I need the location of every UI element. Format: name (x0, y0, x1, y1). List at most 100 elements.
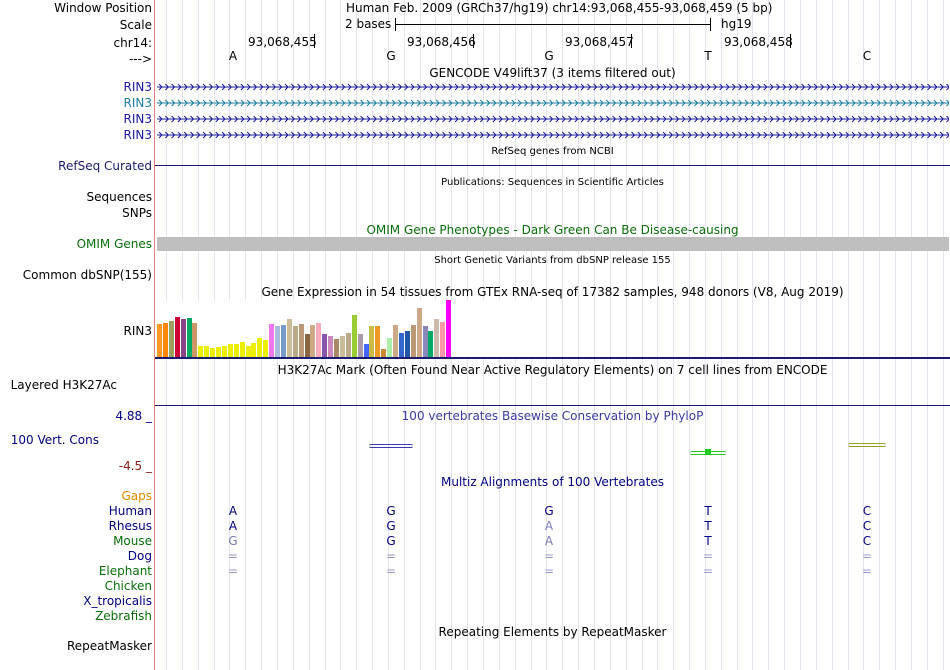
phylop-score-mark[interactable] (848, 443, 886, 447)
gtex-tissue-bar[interactable] (169, 321, 174, 357)
gtex-tissue-bar[interactable] (163, 323, 168, 357)
omim-track-title[interactable]: OMIM Gene Phenotypes - Dark Green Can Be… (366, 223, 739, 237)
dbsnp-label[interactable]: Common dbSNP(155) (22, 268, 152, 282)
gtex-tissue-bar[interactable] (387, 338, 392, 357)
phylop-score-mark[interactable] (369, 444, 413, 448)
gtex-tissue-bar[interactable] (434, 319, 439, 357)
gtex-tissue-bar[interactable] (275, 326, 280, 357)
aligned-base: A (228, 504, 238, 518)
gtex-tissue-bar[interactable] (216, 347, 221, 357)
gaps-label[interactable]: Gaps (121, 489, 152, 503)
gtex-tissue-bar[interactable] (234, 344, 239, 357)
gtex-bar-chart[interactable] (157, 300, 537, 357)
gtex-tissue-bar[interactable] (381, 349, 386, 357)
gtex-tissue-bar[interactable] (192, 323, 197, 357)
repeatmasker-label[interactable]: RepeatMasker (66, 639, 152, 653)
gtex-tissue-bar[interactable] (181, 319, 186, 357)
species-label[interactable]: Rhesus (108, 519, 152, 533)
omim-label[interactable]: OMIM Genes (76, 237, 152, 251)
gtex-tissue-bar[interactable] (328, 336, 333, 357)
gtex-tissue-bar[interactable] (187, 318, 192, 357)
coord-3: 93,068,457 (565, 35, 634, 49)
gtex-tissue-bar[interactable] (423, 326, 428, 357)
gencode-track-title[interactable]: GENCODE V49lift37 (3 items filtered out) (429, 66, 676, 80)
window-position-value[interactable]: Human Feb. 2009 (GRCh37/hg19) chr14:93,0… (346, 1, 773, 15)
gtex-tissue-bar[interactable] (257, 338, 262, 357)
gencode-item-label[interactable]: RIN3 (123, 80, 153, 94)
refseq-label[interactable]: RefSeq Curated (58, 159, 152, 173)
h3k27ac-label[interactable]: Layered H3K27Ac (10, 378, 117, 392)
multiz-track-title[interactable]: Multiz Alignments of 100 Vertebrates (440, 475, 665, 489)
gtex-tissue-bar[interactable] (322, 334, 327, 357)
gtex-tissue-bar[interactable] (364, 344, 369, 357)
publications-label[interactable]: Sequences (86, 190, 152, 204)
phylop-plot[interactable] (157, 424, 949, 464)
species-label[interactable]: Human (108, 504, 152, 518)
species-label[interactable]: X_tropicalis (83, 594, 152, 608)
aligned-base: = (543, 549, 555, 563)
species-label[interactable]: Dog (127, 549, 152, 563)
species-label[interactable]: Zebrafish (95, 609, 152, 623)
publications-track-title[interactable]: Publications: Sequences in Scientific Ar… (441, 177, 664, 188)
gtex-tissue-bar[interactable] (411, 325, 416, 357)
gtex-tissue-bar[interactable] (352, 315, 357, 357)
species-label[interactable]: Mouse (113, 534, 152, 548)
gencode-item-label[interactable]: RIN3 (123, 112, 153, 126)
gtex-tissue-bar[interactable] (210, 348, 215, 357)
gtex-tissue-bar[interactable] (281, 325, 286, 357)
ref-base: A (228, 49, 238, 63)
gtex-tissue-bar[interactable] (375, 326, 380, 357)
gencode-transcript[interactable] (157, 82, 949, 92)
gencode-transcript[interactable] (157, 130, 949, 140)
gtex-tissue-bar[interactable] (305, 334, 310, 357)
gtex-tissue-bar[interactable] (157, 324, 162, 357)
gtex-gene-label[interactable]: RIN3 (123, 324, 153, 338)
gtex-tissue-bar[interactable] (299, 324, 304, 357)
gencode-transcript[interactable] (157, 114, 949, 124)
gtex-tissue-bar[interactable] (316, 323, 321, 357)
gtex-tissue-bar[interactable] (417, 308, 422, 357)
gtex-tissue-bar[interactable] (175, 317, 180, 357)
gtex-tissue-bar[interactable] (369, 326, 374, 357)
gtex-tissue-bar[interactable] (222, 346, 227, 357)
phylop-score-point[interactable] (705, 449, 711, 454)
gtex-tissue-bar[interactable] (246, 346, 251, 357)
gtex-tissue-bar[interactable] (263, 340, 268, 357)
gtex-tissue-bar[interactable] (240, 342, 245, 357)
gtex-tissue-bar[interactable] (405, 331, 410, 357)
omim-gene-bar[interactable] (157, 237, 949, 251)
gtex-tissue-bar[interactable] (440, 322, 445, 357)
repeatmasker-track-title[interactable]: Repeating Elements by RepeatMasker (438, 625, 667, 639)
species-label[interactable]: Chicken (104, 579, 152, 593)
refseq-track-title[interactable]: RefSeq genes from NCBI (491, 146, 614, 157)
gtex-tissue-bar[interactable] (393, 325, 398, 357)
gtex-tissue-bar[interactable] (228, 344, 233, 357)
gencode-item-label[interactable]: RIN3 (123, 128, 153, 142)
gtex-tissue-bar[interactable] (428, 331, 433, 357)
gtex-tissue-bar[interactable] (346, 333, 351, 357)
gtex-tissue-bar[interactable] (310, 325, 315, 357)
gtex-tissue-bar[interactable] (334, 339, 339, 357)
species-label[interactable]: Elephant (98, 564, 152, 578)
gtex-tissue-bar[interactable] (340, 336, 345, 357)
gtex-tissue-bar[interactable] (293, 326, 298, 357)
refseq-gene-line[interactable] (155, 165, 950, 166)
gtex-tissue-bar[interactable] (198, 346, 203, 357)
phylop-label[interactable]: 100 Vert. Cons (10, 433, 99, 447)
h3k27ac-track-title[interactable]: H3K27Ac Mark (Often Found Near Active Re… (277, 363, 828, 377)
gtex-tissue-bar[interactable] (204, 346, 209, 357)
dbsnp-track-title[interactable]: Short Genetic Variants from dbSNP releas… (434, 255, 671, 266)
gtex-tissue-bar[interactable] (446, 300, 451, 357)
gtex-tissue-bar[interactable] (399, 333, 404, 357)
strand-label[interactable]: ---> (128, 52, 152, 66)
gtex-tissue-bar[interactable] (269, 324, 274, 357)
gtex-tissue-bar[interactable] (287, 319, 292, 357)
gencode-item-label[interactable]: RIN3 (123, 96, 153, 110)
gencode-transcript[interactable] (157, 98, 949, 108)
gtex-tissue-bar[interactable] (358, 334, 363, 357)
snps-label[interactable]: SNPs (122, 206, 152, 220)
gtex-tissue-bar[interactable] (251, 343, 256, 357)
gtex-track-title[interactable]: Gene Expression in 54 tissues from GTEx … (261, 285, 844, 299)
phylop-track-title[interactable]: 100 vertebrates Basewise Conservation by… (401, 409, 704, 423)
